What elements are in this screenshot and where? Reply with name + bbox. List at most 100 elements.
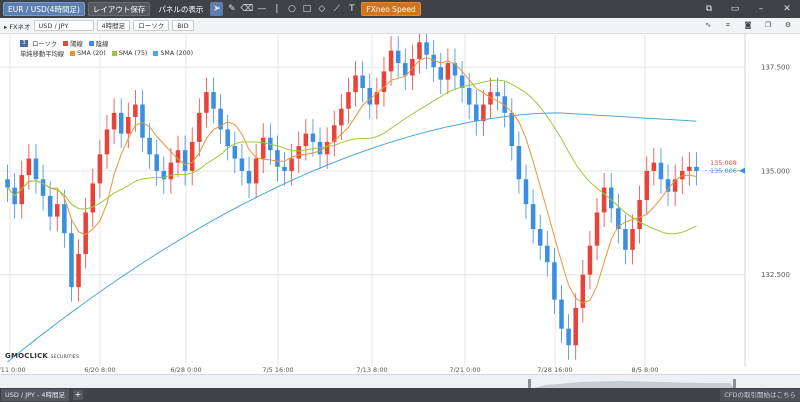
- candle-body: [431, 54, 436, 68]
- legend-sma75: SMA (75): [118, 49, 148, 57]
- candle-body: [687, 166, 692, 171]
- candle-body: [76, 253, 81, 288]
- candle-body: [47, 195, 53, 217]
- hline-icon[interactable]: —: [257, 4, 267, 14]
- camera-icon[interactable]: ◙: [744, 21, 752, 29]
- indicator-icon[interactable]: ∿: [705, 21, 711, 29]
- candle-body: [587, 245, 593, 275]
- brand-logo: GMOCLICK SECURITIES: [5, 352, 79, 360]
- candle-body: [83, 212, 88, 254]
- candle-body: [694, 166, 699, 171]
- price-tag-lower: 135.006: [710, 167, 737, 175]
- candle-body: [523, 179, 529, 205]
- chart-tab[interactable]: USD / JPY - 4時間足: [1, 389, 69, 401]
- x-tick-label: 6/11 0:00: [0, 366, 26, 374]
- candle-body: [104, 129, 110, 155]
- legend-badge[interactable]: 3: [20, 39, 28, 47]
- window-icon[interactable]: ▭: [730, 4, 740, 14]
- plot-background: [0, 34, 800, 374]
- close-icon[interactable]: ✕: [783, 4, 791, 14]
- cfd-banner-link[interactable]: CFDの取引開始はこちら: [720, 389, 800, 401]
- candle-body: [651, 162, 657, 171]
- x-tick-label: 8/5 8:00: [631, 366, 658, 374]
- cursor-icon[interactable]: ➤: [210, 2, 224, 16]
- candle-body: [54, 204, 60, 217]
- candle-body: [474, 104, 479, 122]
- diamond-icon[interactable]: ◇: [318, 4, 326, 14]
- chart-legend: 3 ローソク 陽線 陰線 単純移動平均線 SMA (20) SMA (75) S…: [20, 38, 193, 58]
- save-layout-button[interactable]: レイアウト保存: [87, 2, 151, 16]
- pair-select[interactable]: USD / JPY: [33, 20, 94, 31]
- candle-body: [40, 179, 46, 196]
- copy-icon[interactable]: ❐: [764, 21, 772, 29]
- x-tick-label: 6/28 0:00: [170, 366, 201, 374]
- navigator-handle-left[interactable]: [528, 379, 531, 388]
- draw-settings-icon[interactable]: ⌗: [726, 21, 730, 29]
- text-icon[interactable]: T: [349, 4, 355, 14]
- candle-body: [509, 112, 515, 147]
- candle-body: [189, 141, 195, 171]
- trend-icon[interactable]: ⟋: [333, 4, 341, 14]
- legend-ma-title: 単純移動平均線: [20, 50, 65, 58]
- pen-icon[interactable]: ✎: [228, 4, 236, 14]
- candle-body: [417, 42, 422, 59]
- settings-icon[interactable]: ⚙: [784, 21, 792, 29]
- add-tab-button[interactable]: +: [73, 390, 83, 400]
- price-chart[interactable]: 137.500 135.000 132.500 6/11 0:00 6/20 8:00 6…: [0, 34, 800, 374]
- y-tick-label: 132.500: [761, 271, 790, 279]
- candle-body: [126, 117, 131, 134]
- candle-body: [346, 92, 351, 109]
- candle-body: [402, 63, 408, 76]
- candle-body: [552, 262, 557, 300]
- candle-body: [154, 154, 159, 171]
- candle-body: [630, 229, 635, 250]
- candle-body: [317, 141, 323, 155]
- eraser-icon[interactable]: ⌫: [240, 4, 254, 14]
- sma20-swatch: [70, 50, 76, 56]
- price-side-select[interactable]: BID: [172, 20, 194, 31]
- candle-body: [665, 179, 671, 192]
- candle-body: [623, 229, 628, 250]
- navigator-bar[interactable]: [0, 374, 800, 389]
- timeframe-select[interactable]: 4時間足: [96, 20, 131, 31]
- chart-type-select[interactable]: ローソク: [133, 20, 170, 31]
- candle-body: [672, 179, 678, 192]
- candle-body: [481, 104, 486, 122]
- minimize-icon[interactable]: –: [758, 4, 764, 14]
- candle-body: [594, 212, 600, 246]
- candle-body: [5, 179, 10, 188]
- chart-subbar: ▸ FXネオ USD / JPY 4時間足 ローソク BID ∿ ⌗ ◙ ❐ ⚙: [0, 18, 800, 34]
- navigator-area: [530, 381, 735, 389]
- candle-body: [161, 170, 167, 180]
- restore-icon[interactable]: ⧉: [705, 4, 713, 14]
- candle-body: [175, 150, 181, 163]
- square-icon[interactable]: □: [302, 4, 312, 14]
- candle-body: [324, 141, 330, 155]
- vline-icon[interactable]: |: [275, 4, 279, 14]
- price-tag-upper: 135.008: [710, 159, 737, 167]
- candle-body: [601, 187, 607, 213]
- candle-body: [182, 150, 188, 171]
- candle-body: [452, 63, 458, 76]
- instrument-tab[interactable]: EUR / USD(4時間足): [3, 2, 85, 16]
- bottom-bar: USD / JPY - 4時間足 + CFDの取引開始はこちら: [0, 388, 800, 402]
- panel-display-button[interactable]: パネルの表示: [158, 5, 204, 14]
- candle-body: [197, 112, 202, 142]
- candle-body: [239, 158, 245, 171]
- navigator-handle-right[interactable]: [733, 379, 736, 388]
- candle-body: [289, 158, 294, 171]
- candle-body: [140, 104, 145, 138]
- candle-body: [275, 150, 280, 167]
- candle-body: [466, 87, 472, 105]
- top-toolbar: EUR / USD(4時間足) レイアウト保存 パネルの表示 ➤ ✎ ⌫ — |…: [0, 0, 800, 18]
- sma75-line: [7, 79, 697, 235]
- candle-body: [246, 170, 252, 184]
- sma75-swatch: [111, 50, 117, 56]
- candle-body: [310, 133, 316, 142]
- fxneo-speed-button[interactable]: FXneo Speed: [361, 2, 421, 16]
- candle-body: [459, 75, 465, 88]
- circle-icon[interactable]: ○: [287, 4, 296, 14]
- source-text: FXネオ: [9, 22, 31, 31]
- candle-body: [445, 63, 451, 80]
- candle-body: [424, 42, 429, 55]
